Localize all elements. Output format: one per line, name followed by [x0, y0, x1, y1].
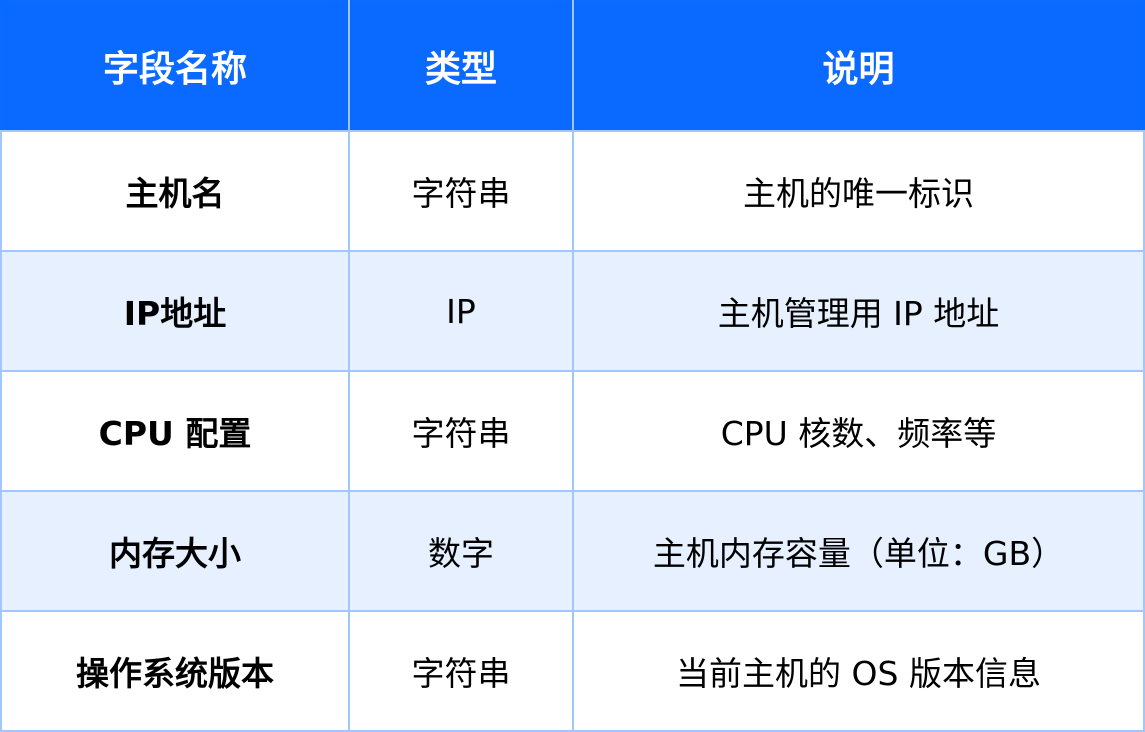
- description-cell: 主机的唯一标识: [572, 130, 1145, 252]
- table-row: 内存大小 数字 主机内存容量（单位：GB）: [0, 490, 1145, 612]
- description-cell: CPU 核数、频率等: [572, 370, 1145, 492]
- description-cell: 当前主机的 OS 版本信息: [572, 610, 1145, 732]
- field-name-cell: 内存大小: [0, 490, 350, 612]
- field-name-cell: 主机名: [0, 130, 350, 252]
- header-row: 字段名称 类型 说明: [1, 1, 1144, 131]
- type-cell: 字符串: [348, 370, 574, 492]
- field-name-cell: CPU 配置: [0, 370, 350, 492]
- table-row: 操作系统版本 字符串 当前主机的 OS 版本信息: [0, 610, 1145, 732]
- type-cell: 字符串: [348, 610, 574, 732]
- type-cell: IP: [348, 250, 574, 372]
- field-name-cell: 操作系统版本: [0, 610, 350, 732]
- table-row: IP地址 IP 主机管理用 IP 地址: [0, 250, 1145, 372]
- type-cell: 数字: [348, 490, 574, 612]
- header-type: 类型: [349, 1, 574, 131]
- description-cell: 主机管理用 IP 地址: [572, 250, 1145, 372]
- table-row: 主机名 字符串 主机的唯一标识: [0, 130, 1145, 252]
- table-row: CPU 配置 字符串 CPU 核数、频率等: [0, 370, 1145, 492]
- field-name-cell: IP地址: [0, 250, 350, 372]
- description-cell: 主机内存容量（单位：GB）: [572, 490, 1145, 612]
- type-cell: 字符串: [348, 130, 574, 252]
- header-field-name: 字段名称: [1, 1, 350, 131]
- header-description: 说明: [573, 1, 1144, 131]
